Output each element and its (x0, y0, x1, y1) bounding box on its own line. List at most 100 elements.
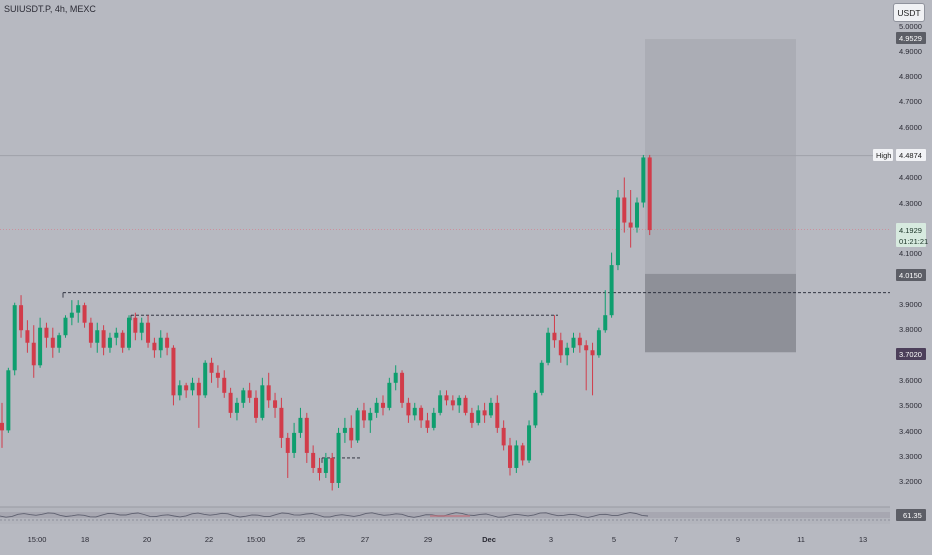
price-tick-label: 3.5000 (899, 401, 922, 410)
candle (349, 427, 354, 441)
price-tick-label: 3.6000 (899, 376, 922, 385)
time-tick-label: 9 (736, 535, 740, 544)
candle (190, 382, 195, 391)
candle (88, 322, 93, 343)
candle (387, 382, 392, 408)
candle (412, 407, 417, 416)
candle (622, 197, 627, 223)
target-price-marker: 4.9529 (899, 34, 922, 43)
price-tick-label: 3.3000 (899, 452, 922, 461)
candle (565, 347, 570, 356)
price-tick-label: 4.7000 (899, 97, 922, 106)
candle (0, 422, 4, 431)
candle (171, 347, 176, 396)
candle (76, 305, 81, 313)
candle (495, 402, 500, 428)
candle (527, 425, 532, 461)
candle (69, 312, 74, 318)
price-tick-label: 3.2000 (899, 477, 922, 486)
price-tick-label: 4.6000 (899, 123, 922, 132)
candle (50, 337, 55, 348)
candle (635, 202, 639, 228)
candle (298, 417, 303, 433)
price-tick-label: 4.4000 (899, 173, 922, 182)
price-tick-label: 5.0000 (899, 22, 922, 31)
candle (127, 317, 131, 348)
price-tick-label: 3.9000 (899, 300, 922, 309)
candle (450, 400, 455, 406)
time-tick-label: 18 (81, 535, 89, 544)
candle (330, 457, 335, 483)
candle (25, 330, 30, 343)
rsi-value: 61.35 (903, 511, 922, 520)
stop-zone (645, 273, 796, 353)
candle (501, 427, 506, 446)
stop-price-marker-box (896, 348, 926, 360)
stop-price-marker: 3.7020 (899, 350, 922, 359)
candle (184, 385, 189, 391)
price-tick-label: 4.9000 (899, 47, 922, 56)
candle (425, 420, 430, 428)
candle (342, 427, 347, 433)
candle (311, 452, 316, 468)
last-price-box (896, 223, 926, 247)
rsi-overbought-segment (430, 515, 470, 517)
candle (381, 402, 385, 408)
candle (158, 337, 163, 351)
candle (482, 410, 487, 416)
candle (228, 392, 233, 413)
candle (571, 337, 576, 348)
candle (374, 402, 379, 413)
time-tick-label: 22 (205, 535, 213, 544)
candle (152, 342, 157, 351)
candle (266, 385, 271, 401)
high-label: High (876, 151, 891, 160)
target-zone (645, 39, 796, 274)
candle (196, 382, 201, 396)
candle (247, 390, 252, 398)
candle (590, 350, 595, 356)
candle (393, 372, 398, 383)
time-tick-label: 15:00 (28, 535, 47, 544)
candle (317, 467, 322, 473)
candle (444, 395, 449, 401)
candle (361, 410, 366, 421)
candle (431, 412, 436, 428)
candle (222, 377, 227, 393)
candle (419, 407, 424, 421)
high-price-marker: 4.4874 (899, 151, 922, 160)
time-tick-label: 7 (674, 535, 678, 544)
candle (520, 445, 525, 461)
candle (209, 362, 214, 373)
candle (539, 362, 544, 393)
candle (406, 402, 411, 416)
candle (596, 330, 601, 356)
price-tick-label: 4.1000 (899, 249, 922, 258)
candle (304, 417, 309, 453)
time-tick-label: 11 (797, 535, 805, 544)
candle (469, 412, 474, 423)
currency-button[interactable]: USDT (893, 3, 925, 22)
candle (285, 437, 290, 453)
candle (552, 332, 557, 341)
candle (146, 322, 151, 343)
candle (95, 330, 100, 343)
candle (647, 157, 652, 231)
candle (438, 395, 443, 413)
symbol-label: SUIUSDT.P, 4h, MEXC (4, 4, 96, 14)
candle (203, 362, 208, 396)
candle (463, 397, 468, 413)
candle (615, 197, 620, 266)
rsi-line (0, 512, 649, 518)
candle (508, 445, 512, 468)
candle-countdown: 01:21:21 (899, 237, 928, 246)
candle (101, 330, 106, 348)
candle (533, 392, 538, 426)
price-tick-label: 3.4000 (899, 427, 922, 436)
time-tick-label: 29 (424, 535, 432, 544)
price-tick-label: 3.8000 (899, 325, 922, 334)
candle (82, 305, 87, 323)
candle (292, 432, 297, 453)
